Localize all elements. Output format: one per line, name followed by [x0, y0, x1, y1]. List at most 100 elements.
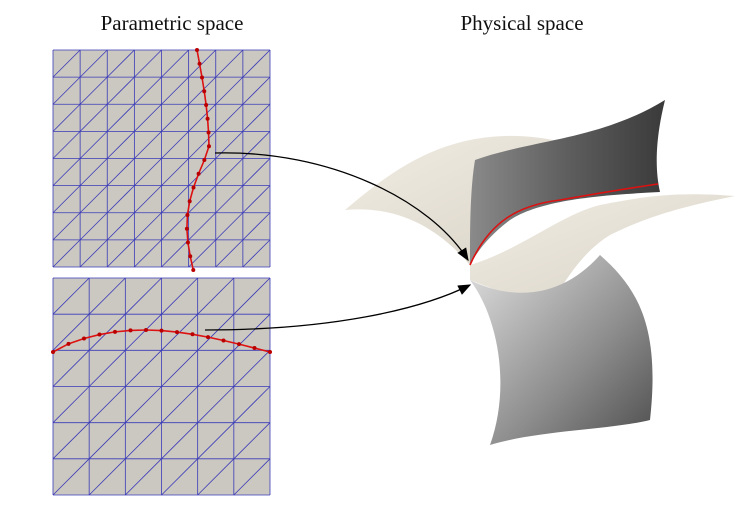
curve-node [206, 335, 210, 340]
curve-node [185, 240, 190, 245]
mesh-edge [215, 239, 244, 268]
mesh-edge [197, 386, 235, 423]
mesh-edge [188, 185, 217, 214]
mesh-edge [106, 49, 135, 78]
mesh-edge [161, 350, 198, 387]
mesh-edge [197, 313, 235, 351]
mesh-edge [215, 103, 244, 132]
mesh-edge [215, 76, 244, 105]
mesh-edge [106, 103, 135, 132]
mesh-edge [79, 158, 108, 186]
mesh-edge [125, 350, 162, 387]
curve-node [66, 341, 71, 346]
mesh-edge [188, 131, 217, 159]
mesh-edge [197, 422, 235, 460]
mesh-edge [52, 350, 90, 387]
mesh-edge [233, 386, 271, 423]
mesh-edge [161, 103, 189, 132]
mesh-edge [106, 212, 135, 241]
mesh-edge [215, 158, 244, 186]
parametric-label: Parametric space [101, 11, 244, 35]
curve-node [221, 338, 226, 343]
curve-node [195, 48, 199, 52]
mesh-edge [125, 422, 162, 460]
curve-node [187, 199, 192, 204]
mesh-edge [215, 212, 244, 241]
mesh-edge [52, 422, 90, 460]
mesh-edge [52, 277, 90, 315]
mesh-edge [242, 158, 271, 186]
mesh-edge [79, 131, 108, 159]
curve-node [206, 130, 211, 135]
mesh-edge [79, 185, 108, 214]
mesh-edge [88, 386, 126, 423]
mesh-edge [79, 49, 108, 78]
mesh-edge [125, 277, 162, 315]
surface-bottom-panel [470, 255, 653, 445]
mesh-edge [161, 458, 198, 496]
curve-node [268, 350, 272, 354]
curve-node [204, 103, 209, 107]
mesh-edge [161, 131, 189, 159]
surface-seam [469, 183, 659, 266]
curve-node [200, 75, 205, 80]
mesh-edge [242, 49, 271, 78]
mesh-edge [188, 49, 217, 78]
mesh-edge [52, 386, 90, 423]
mesh-edge [197, 277, 235, 315]
curve-node [206, 144, 211, 149]
curve-node [202, 158, 207, 162]
mesh-edge [242, 103, 271, 132]
mesh-edge [188, 212, 217, 241]
curve-node [237, 342, 241, 347]
curve-node [97, 332, 102, 337]
mesh-edge [215, 49, 244, 78]
mesh-edge [188, 158, 217, 186]
mesh-edge [161, 185, 189, 214]
curve-node [159, 328, 164, 333]
mesh-edge [161, 239, 189, 268]
mesh-edge [188, 76, 217, 105]
mesh-edge [106, 131, 135, 159]
mesh-edge [106, 158, 135, 186]
mesh-edge [88, 313, 126, 351]
mesh-edge [106, 76, 135, 105]
surface [345, 100, 735, 445]
mesh-edge [134, 239, 162, 268]
curve-node [190, 332, 195, 337]
curve-node [188, 254, 193, 259]
mesh-edge [125, 386, 162, 423]
mesh-edge [52, 185, 81, 214]
arrow [204, 284, 472, 331]
curve-node [191, 185, 196, 190]
mesh-edge [52, 158, 81, 186]
mesh-edge [161, 422, 198, 460]
mesh-edge [134, 212, 162, 241]
mesh-edge [88, 422, 126, 460]
mesh-edge [188, 239, 217, 268]
surface-top-panel [470, 100, 665, 265]
mesh-edge [52, 131, 81, 159]
mesh-edge [233, 458, 271, 496]
mesh-edge [134, 49, 162, 78]
mesh-edge [134, 158, 162, 186]
mesh-edge [197, 350, 235, 387]
mesh-edge [52, 313, 90, 351]
curve-node [197, 61, 202, 66]
curve-node [113, 329, 117, 334]
mesh-edge [79, 103, 108, 132]
mesh-edge [134, 131, 162, 159]
mesh-edge [125, 313, 162, 351]
mesh-edge [242, 76, 271, 105]
mesh-edge [125, 458, 162, 496]
curve-node [51, 350, 55, 354]
mesh-edge [233, 277, 271, 315]
mesh-edge [161, 49, 189, 78]
curve-node [184, 226, 189, 231]
mesh-edge [52, 212, 81, 241]
mesh-edge [106, 185, 135, 214]
curve-node [144, 328, 148, 333]
curve-node [128, 328, 133, 333]
mesh-edge [88, 458, 126, 496]
